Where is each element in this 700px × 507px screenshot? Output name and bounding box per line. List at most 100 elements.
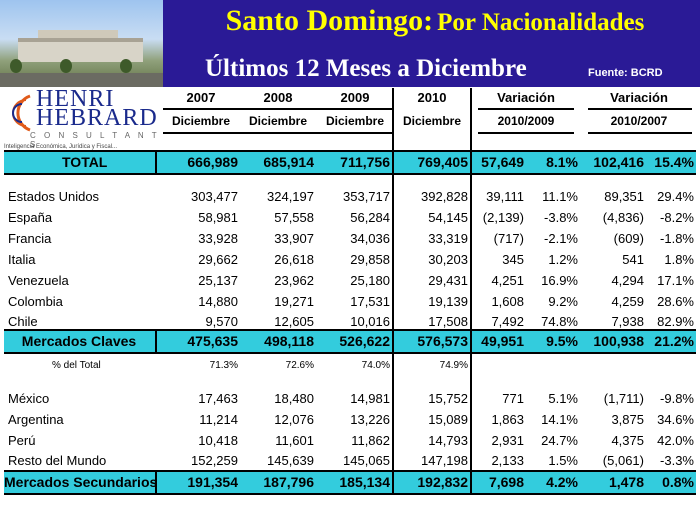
- row-label: Colombia: [8, 294, 63, 309]
- cell-2007: 191,354: [187, 474, 238, 490]
- cell-var-abs-2: 102,416: [593, 154, 644, 170]
- cell-var-abs-2: 1,478: [608, 474, 644, 490]
- column-rule-2010-left: [392, 88, 394, 495]
- tree-icon: [120, 59, 132, 73]
- cell-2007: 25,137: [198, 273, 238, 288]
- cell-2010: 769,405: [417, 154, 468, 170]
- cell-2010: 576,573: [417, 333, 468, 349]
- col-header-2007: 2007: [186, 90, 216, 105]
- cell-2008: 18,480: [274, 391, 314, 406]
- logo-name-line1: HENRI: [36, 86, 115, 112]
- cell-var-abs-1: 7,492: [491, 314, 524, 329]
- cell-2008: 324,197: [267, 189, 314, 204]
- table-row: Venezuela 25,137 23,962 25,180 29,431 4,…: [4, 270, 696, 291]
- cell-var-abs-2: 7,938: [611, 314, 644, 329]
- cell-2008: 33,907: [274, 231, 314, 246]
- page-subtitle: Últimos 12 Meses a Diciembre: [205, 55, 527, 82]
- cell-2010: 392,828: [421, 189, 468, 204]
- cell-2008: 57,558: [274, 210, 314, 225]
- cell-var-abs-1: 771: [502, 391, 524, 406]
- cell-var-abs-1: 345: [502, 252, 524, 267]
- cell-2010: 30,203: [428, 252, 468, 267]
- table-row: México 17,463 18,480 14,981 15,752 771 5…: [4, 388, 696, 409]
- cell-var-pct-1: 16.9%: [541, 273, 578, 288]
- cell-2007: 33,928: [198, 231, 238, 246]
- page-title: Santo Domingo: Por Nacionalidades: [170, 4, 700, 38]
- col-sub-diciembre-2008: Diciembre: [248, 114, 308, 128]
- row-label: Italia: [8, 252, 36, 267]
- terminal-roof: [38, 30, 118, 40]
- cell-var-abs-2: (5,061): [602, 453, 644, 468]
- cell-var-pct-1: 8.1%: [546, 154, 578, 170]
- col-sub-period-1: 2010/2009: [497, 114, 555, 128]
- cell-2007: 17,463: [198, 391, 238, 406]
- cell-2010: 147,198: [421, 453, 468, 468]
- cell-var-pct-2: 28.6%: [657, 294, 694, 309]
- column-rule-2010-right: [470, 88, 472, 495]
- cell-2010: 54,145: [428, 210, 468, 225]
- column-rule: [155, 470, 157, 495]
- cell-2010: 192,832: [417, 474, 468, 490]
- cell-var-abs-2: (609): [613, 231, 644, 246]
- table-rule: [4, 352, 696, 354]
- table-row: España 58,981 57,558 56,284 54,145 (2,13…: [4, 207, 696, 228]
- cell-var-pct-2: -3.3%: [660, 453, 694, 468]
- col-sub-diciembre-2009: Diciembre: [325, 114, 385, 128]
- cell-2007: 14,880: [198, 294, 238, 309]
- logo-subtitle: C O N S U L T A N T S: [30, 131, 160, 149]
- cell-var-abs-2: 4,294: [611, 273, 644, 288]
- cell-2007: 10,418: [198, 433, 238, 448]
- tree-icon: [10, 59, 22, 73]
- row-label: Venezuela: [8, 273, 69, 288]
- table-row: Argentina 11,214 12,076 13,226 15,089 1,…: [4, 409, 696, 430]
- header-rule: [588, 108, 692, 110]
- cell-var-pct-1: -3.8%: [544, 210, 578, 225]
- row-label: TOTAL: [62, 154, 108, 170]
- cell-2009: 10,016: [350, 314, 390, 329]
- row-label: México: [8, 391, 50, 406]
- cell-var-pct-1: 4.2%: [546, 474, 578, 490]
- col-header-variacion-1: Variación: [497, 90, 555, 105]
- cell-var-abs-2: 89,351: [604, 189, 644, 204]
- cell-2010: 15,089: [428, 412, 468, 427]
- logo-arc-icon: [12, 94, 31, 132]
- table-row: Chile 9,570 12,605 10,016 17,508 7,492 7…: [4, 311, 696, 332]
- airport-photo: [0, 0, 163, 87]
- cell-var-pct-2: 15.4%: [654, 154, 694, 170]
- cell-var-pct-1: 1.5%: [548, 453, 578, 468]
- road: [0, 73, 163, 87]
- col-sub-diciembre-2007: Diciembre: [171, 114, 231, 128]
- col-sub-diciembre-2010: Diciembre: [402, 114, 462, 128]
- cell-var-abs-2: (4,836): [602, 210, 644, 225]
- logo-tagline: Inteligencia Económica, Jurídica y Fisca…: [4, 144, 118, 150]
- cell-2008: 23,962: [274, 273, 314, 288]
- logo-name: HENRI HEBRARD: [36, 86, 158, 130]
- row-label: Francia: [8, 231, 52, 246]
- cell-2010: 29,431: [428, 273, 468, 288]
- cell-var-abs-1: 57,649: [481, 154, 524, 170]
- table-row: Colombia 14,880 19,271 17,531 19,139 1,6…: [4, 291, 696, 312]
- table-row: Francia 33,928 33,907 34,036 33,319 (717…: [4, 228, 696, 249]
- cell-var-abs-1: 39,111: [486, 189, 524, 204]
- cell-2010: 19,139: [428, 294, 468, 309]
- table-row: Italia 29,662 26,618 29,858 30,203 345 1…: [4, 249, 696, 270]
- cell-var-abs-1: 1,608: [491, 294, 524, 309]
- cell-var-pct-2: 29.4%: [657, 189, 694, 204]
- cell-2009: 13,226: [350, 412, 390, 427]
- cell-2007: 475,635: [187, 333, 238, 349]
- cell-var-abs-1: (717): [493, 231, 524, 246]
- cell-var-pct-2: -1.8%: [660, 231, 694, 246]
- cell-2009: 711,756: [340, 154, 390, 170]
- cell-2009: 29,858: [350, 252, 390, 267]
- source-note: Fuente: BCRD: [588, 67, 663, 79]
- cell-2007: 666,989: [187, 154, 238, 170]
- row-label: Chile: [8, 314, 38, 329]
- title-main: Santo Domingo:: [225, 4, 434, 37]
- row-label: Perú: [8, 433, 36, 448]
- cell-2009: 145,065: [343, 453, 390, 468]
- cell-var-pct-2: -8.2%: [660, 210, 694, 225]
- cell-2008: 26,618: [274, 252, 314, 267]
- cell-2007: 29,662: [198, 252, 238, 267]
- cell-var-pct-1: 24.7%: [541, 433, 578, 448]
- cell-var-pct-1: 9.2%: [548, 294, 578, 309]
